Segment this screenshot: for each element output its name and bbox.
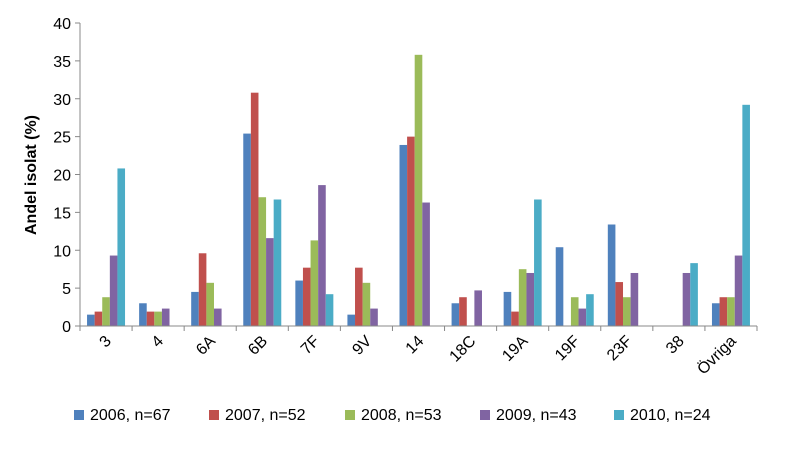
bar-3-series-0 xyxy=(87,314,95,326)
bar-3-series-1 xyxy=(94,311,103,326)
bar-7F-series-4 xyxy=(325,294,334,326)
bar-4-series-1 xyxy=(146,311,155,326)
legend-entry: 2010, n=24 xyxy=(630,407,711,424)
x-tick-label: 4 xyxy=(149,333,167,351)
bar-Övriga-series-2 xyxy=(727,297,735,326)
bar-4-series-3 xyxy=(161,308,170,326)
bar-7F-series-0 xyxy=(295,280,303,326)
x-tick-label: 3 xyxy=(97,333,115,351)
bar-18C-series-3 xyxy=(474,290,482,326)
bar-Övriga-series-0 xyxy=(711,303,720,326)
bar-23F-series-2 xyxy=(623,297,631,326)
bar-9V-series-3 xyxy=(370,308,378,326)
bar-19F-series-4 xyxy=(586,294,594,326)
y-tick-labels: 0 5 10 15 20 25 30 35 40 xyxy=(53,16,71,336)
bar-9V-series-0 xyxy=(347,314,356,326)
x-tick-label: 19F xyxy=(552,333,584,365)
bar-18C-series-1 xyxy=(459,297,467,326)
x-tick-label: 7F xyxy=(298,333,323,358)
bar-19A-series-0 xyxy=(503,291,512,326)
bar-7F-series-3 xyxy=(318,185,326,326)
bar-6A-series-1 xyxy=(198,253,207,326)
x-tick-label: 19A xyxy=(499,333,531,365)
bar-19A-series-3 xyxy=(526,272,535,326)
legend-entry: 2008, n=53 xyxy=(361,407,442,424)
bar-6A-series-2 xyxy=(206,282,214,326)
bar-Övriga-series-4 xyxy=(742,104,750,326)
bar-23F-series-3 xyxy=(630,272,639,326)
legend-swatch xyxy=(74,410,84,420)
x-tick-labels: 3 4 6A 6B 7F 9V 14 18C 19A 19F 23F 38 Övriga xyxy=(97,332,740,378)
bar-6A-series-3 xyxy=(213,308,222,326)
bar-Övriga-series-1 xyxy=(719,297,728,326)
bar-38-series-3 xyxy=(682,272,691,326)
x-tick-label: 23F xyxy=(604,333,636,365)
axes-group xyxy=(75,22,758,331)
bar-9V-series-2 xyxy=(362,282,371,326)
legend-swatch xyxy=(345,410,355,420)
bar-3-series-2 xyxy=(102,297,110,326)
bar-18C-series-0 xyxy=(451,303,460,326)
legend-swatch xyxy=(480,410,490,420)
bar-6B-series-1 xyxy=(250,92,259,326)
legend-swatch xyxy=(209,410,219,420)
bar-19A-series-2 xyxy=(518,269,527,326)
bars-group xyxy=(87,54,750,327)
x-tick-label: 18C xyxy=(447,333,480,366)
legend: 2006, n=67 2007, n=52 2008, n=53 2009, n=43… xyxy=(74,407,711,424)
x-tick-label: 6B xyxy=(245,333,271,359)
legend-entry: 2006, n=67 xyxy=(90,407,171,424)
y-tick-label: 15 xyxy=(53,205,71,222)
bar-23F-series-1 xyxy=(615,282,624,326)
bar-19F-series-0 xyxy=(555,247,564,326)
x-tick-label: 38 xyxy=(663,333,688,358)
bar-6A-series-0 xyxy=(191,291,199,326)
bar-6B-series-3 xyxy=(266,238,274,326)
bar-7F-series-2 xyxy=(310,240,319,326)
bar-19F-series-2 xyxy=(570,297,579,326)
bar-14-series-2 xyxy=(414,54,423,326)
y-tick-label: 25 xyxy=(53,130,71,147)
bar-19F-series-3 xyxy=(578,308,587,326)
x-tick-label: Övriga xyxy=(694,332,740,378)
y-tick-label: 35 xyxy=(53,54,71,71)
bar-6B-series-0 xyxy=(243,133,251,326)
bar-6B-series-2 xyxy=(258,197,267,326)
bar-14-series-0 xyxy=(399,144,408,326)
x-tick-label: 9V xyxy=(349,333,375,359)
bar-7F-series-1 xyxy=(302,267,311,326)
bar-19A-series-1 xyxy=(511,311,519,326)
bar-4-series-0 xyxy=(139,303,147,326)
y-tick-label: 40 xyxy=(53,16,71,33)
bar-4-series-2 xyxy=(154,311,162,326)
legend-entry: 2009, n=43 xyxy=(496,407,577,424)
bar-Övriga-series-3 xyxy=(734,255,743,326)
bar-9V-series-1 xyxy=(355,267,363,326)
legend-swatch xyxy=(614,410,624,420)
x-tick-label: 14 xyxy=(403,333,428,358)
bar-3-series-3 xyxy=(109,255,118,326)
bar-3-series-4 xyxy=(117,168,126,326)
y-axis-label: Andel isolat (%) xyxy=(23,115,40,235)
bar-19A-series-4 xyxy=(534,199,542,326)
bar-6B-series-4 xyxy=(273,199,282,326)
x-tick-label: 6A xyxy=(193,333,219,359)
y-tick-label: 30 xyxy=(53,92,71,109)
bar-14-series-1 xyxy=(407,136,415,327)
bar-14-series-3 xyxy=(422,202,430,326)
y-tick-label: 10 xyxy=(53,243,71,260)
y-tick-label: 20 xyxy=(53,168,71,185)
y-tick-label: 0 xyxy=(62,319,71,336)
bar-23F-series-0 xyxy=(607,224,616,326)
y-tick-label: 5 xyxy=(62,281,71,298)
legend-entry: 2007, n=52 xyxy=(225,407,306,424)
bar-38-series-4 xyxy=(690,263,698,326)
